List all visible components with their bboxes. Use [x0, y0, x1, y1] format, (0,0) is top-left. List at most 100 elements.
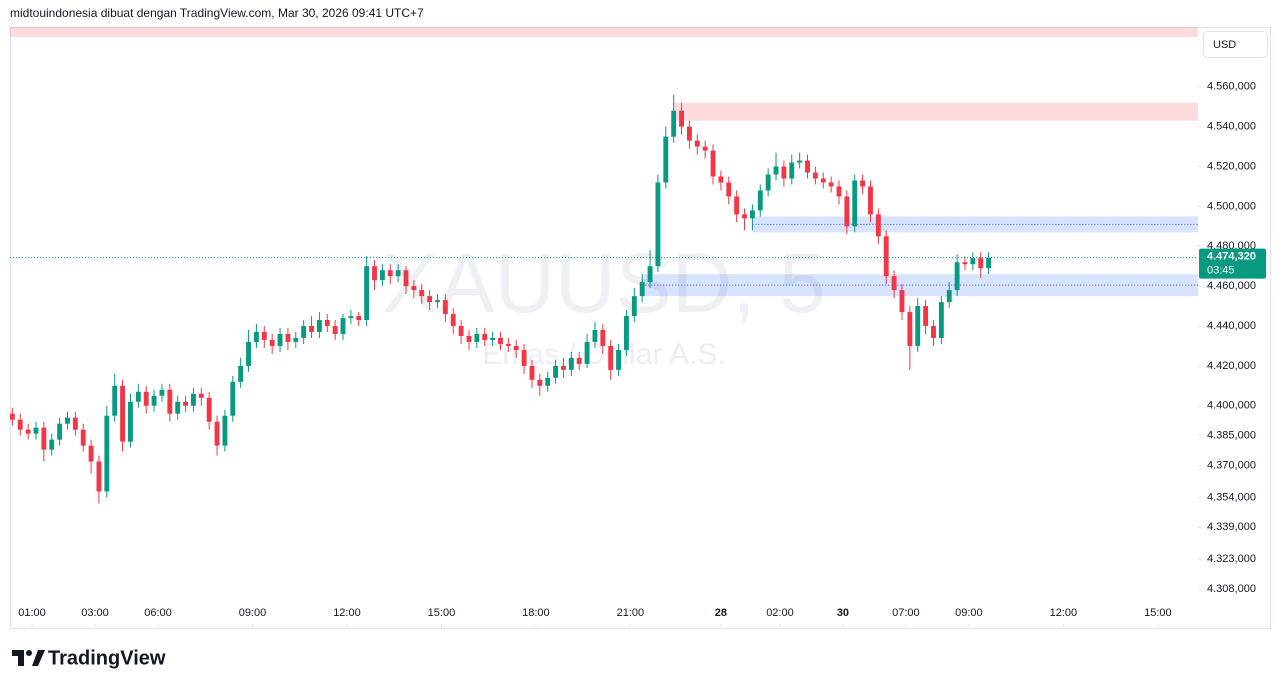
candle-body [946, 290, 952, 303]
candle-body [442, 300, 448, 315]
candle-body [379, 270, 385, 281]
candle-body [891, 276, 897, 291]
y-tick-label: 4.354,000 [1207, 491, 1256, 503]
logo-text: TradingView [48, 647, 166, 669]
x-tick-label: 01:00 [18, 607, 46, 619]
candle-body [112, 385, 118, 416]
x-tick-label: 09:00 [239, 607, 267, 619]
candle-body [104, 415, 110, 492]
x-tick-label: 12:00 [333, 607, 361, 619]
candle-body [230, 381, 236, 416]
candle-body [120, 385, 126, 442]
candle-body [797, 160, 803, 163]
last-price-box [1199, 248, 1266, 279]
candle-body [852, 180, 858, 227]
x-tick-label: 18:00 [522, 607, 550, 619]
candle-body [671, 110, 677, 137]
candle-body [986, 257, 992, 269]
y-tick-label: 4.400,000 [1207, 400, 1256, 412]
candle-body [702, 146, 708, 151]
candle-body [253, 331, 259, 342]
y-tick-label: 4.420,000 [1207, 360, 1256, 372]
candle-body [655, 182, 661, 267]
zone [10, 27, 1198, 37]
candle-body [246, 341, 251, 366]
x-tick-label: 15:00 [1144, 607, 1172, 619]
candle-body [324, 320, 330, 327]
candle-body [293, 337, 299, 342]
currency-label[interactable]: USD [1213, 39, 1236, 51]
candle-body [907, 312, 913, 346]
x-tick-label: 09:00 [955, 607, 983, 619]
x-tick-label: 07:00 [892, 607, 920, 619]
candle-body [749, 210, 755, 219]
last-price-label: 4.474,320 [1207, 250, 1256, 262]
y-tick-label: 4.500,000 [1207, 200, 1256, 212]
candle-body [805, 160, 810, 173]
candle-body [679, 110, 684, 127]
candle-body [49, 439, 55, 450]
candle-body [686, 126, 692, 141]
candle-body [482, 333, 488, 340]
candle-body [9, 413, 15, 420]
candle-body [135, 391, 141, 402]
zone [673, 102, 1198, 121]
candle-body [387, 270, 393, 277]
currency-button[interactable] [1203, 31, 1268, 58]
candle-body [159, 389, 165, 396]
candle-body [96, 461, 102, 492]
candle-body [923, 306, 929, 327]
candle-body [616, 349, 622, 370]
candle-body [395, 270, 401, 277]
candle-body [899, 290, 905, 313]
candle-body [765, 174, 771, 191]
candle-body [844, 196, 850, 227]
y-tick-label: 4.339,000 [1207, 521, 1256, 533]
y-tick-label: 4.370,000 [1207, 459, 1256, 471]
candle-body [498, 337, 503, 344]
candle-body [726, 182, 732, 197]
candle-body [427, 296, 433, 303]
y-tick-label: 4.440,000 [1207, 320, 1256, 332]
candle-body [789, 162, 795, 179]
y-tick-label: 4.308,000 [1207, 583, 1256, 595]
candle-body [734, 196, 740, 215]
candle-body [419, 290, 425, 297]
candle-body [277, 333, 283, 346]
x-tick-label: 12:00 [1050, 607, 1078, 619]
candle-body [340, 318, 346, 334]
y-tick-label: 4.385,000 [1207, 430, 1256, 442]
candle-body [938, 302, 944, 338]
y-tick-label: 4.460,000 [1207, 280, 1256, 292]
candle-body [694, 140, 700, 147]
candle-body [631, 296, 637, 317]
symbol-watermark: XAUUSD, 5 [382, 236, 825, 330]
candle-body [663, 136, 669, 183]
x-tick-label: 28 [715, 607, 727, 619]
candle-body [206, 397, 212, 422]
candle-body [372, 266, 377, 281]
candle-body [537, 379, 543, 386]
y-tick-label: 4.540,000 [1207, 121, 1256, 133]
candle-body [72, 417, 78, 430]
candle-body [521, 349, 527, 366]
candle-body [639, 282, 645, 297]
candle-body [309, 326, 314, 332]
candle-body [576, 357, 582, 364]
zone [642, 274, 1198, 297]
candle-body [647, 266, 653, 283]
candle-body [718, 176, 724, 183]
candle-body [474, 333, 480, 342]
candle-body [529, 365, 535, 380]
candle-body [458, 326, 464, 336]
candle-body [128, 401, 133, 442]
candle-body [742, 214, 747, 219]
candle-body [505, 343, 511, 346]
chart-frame [10, 27, 1271, 629]
candle-body [883, 236, 889, 277]
y-tick-label: 4.560,000 [1207, 81, 1256, 93]
candle-body [316, 320, 322, 332]
candle-body [25, 429, 31, 434]
